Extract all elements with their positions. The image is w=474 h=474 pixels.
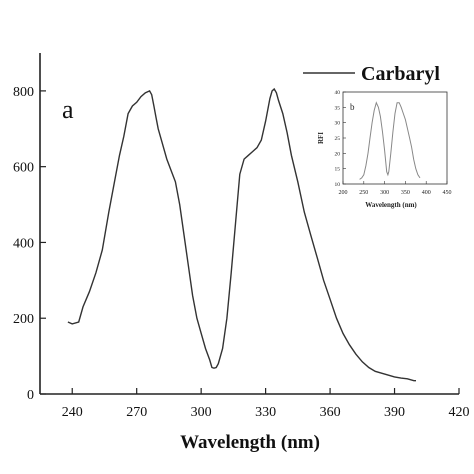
inset-x-tick-label-400: 400 [422,190,431,196]
x-tick-label-240: 240 [62,405,83,420]
inset-y-tick-label-35: 35 [335,105,341,111]
x-tick-label-330: 330 [255,405,276,420]
inset-y-tick-label-20: 20 [335,151,341,157]
inset-y-tick-label-40: 40 [335,90,341,96]
inset-x-tick-label-300: 300 [380,190,389,196]
inset-x-tick-label-350: 350 [401,190,410,196]
inset-y-axis-label: RFI [317,132,325,144]
panel-label-a: a [62,95,74,124]
inset-y-ticks: 10 15 20 25 30 35 40 [335,90,346,188]
inset-y-tick-label-25: 25 [335,136,341,142]
x-tick-label-390: 390 [384,405,405,420]
x-tick-label-270: 270 [126,405,147,420]
inset-x-axis-label: Wavelength (nm) [365,201,417,209]
y-tick-label-600: 600 [13,161,34,176]
x-tick-label-300: 300 [191,405,212,420]
legend: Carbaryl [303,63,440,85]
inset-x-tick-label-450: 450 [443,190,452,196]
series-line-carbaryl [67,87,416,382]
inset-y-tick-label-10: 10 [335,182,341,188]
x-ticks: 240 270 300 330 360 390 420 [62,388,470,420]
y-tick-label-800: 800 [13,85,34,100]
panel-label-b: b [350,102,355,112]
inset-x-tick-label-200: 200 [339,190,348,196]
inset-x-ticks: 200 250 300 350 400 450 [339,181,452,196]
inset-y-tick-label-15: 15 [335,167,341,173]
x-tick-label-360: 360 [320,405,341,420]
legend-label-carbaryl: Carbaryl [361,63,440,85]
y-tick-label-400: 400 [13,236,34,251]
x-axis-label: Wavelength (nm) [180,432,320,453]
x-tick-label-420: 420 [449,405,470,420]
inset-x-tick-label-250: 250 [359,190,368,196]
y-tick-label-0: 0 [27,388,34,403]
inset-plot: 10 15 20 25 30 35 40 200 250 300 350 400 450 b Wave… [317,90,452,209]
main-plot: 0 200 400 600 800 240 270 300 330 360 390 420 a Wa… [13,53,470,453]
inset-series-line [359,101,421,180]
y-ticks: 0 200 400 600 800 [13,85,46,403]
y-tick-label-200: 200 [13,312,34,327]
inset-y-tick-label-30: 30 [335,121,341,127]
